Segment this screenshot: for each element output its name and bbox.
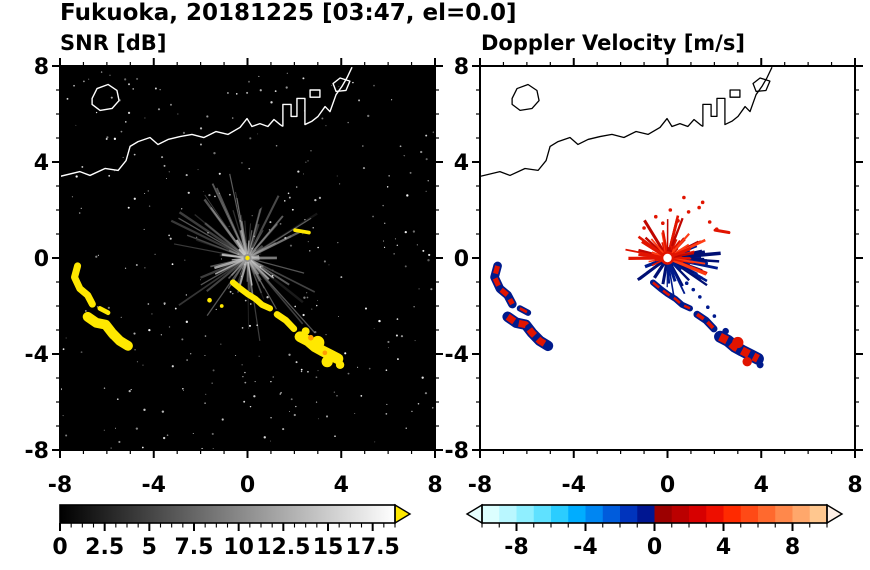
svg-text:-4: -4 xyxy=(562,473,586,498)
svg-text:0: 0 xyxy=(34,247,49,272)
svg-text:-8: -8 xyxy=(445,439,469,464)
doppler-panel-title: Doppler Velocity [m/s] xyxy=(481,31,745,55)
vel-echo-northeast-dash xyxy=(713,228,731,235)
snr-colorbar: 0 2.5 5 7.5 10 12.5 15 17.5 xyxy=(52,503,412,560)
svg-text:-8: -8 xyxy=(25,439,49,464)
coastline-north-coast-west xyxy=(480,117,704,178)
svg-text:8: 8 xyxy=(785,535,800,560)
svg-text:10: 10 xyxy=(223,535,254,560)
svg-text:-4: -4 xyxy=(445,343,469,368)
svg-text:17.5: 17.5 xyxy=(346,535,400,560)
svg-text:0: 0 xyxy=(647,535,662,560)
svg-text:0: 0 xyxy=(660,473,675,498)
coastline-island xyxy=(91,83,120,112)
vel-echo-band-mid xyxy=(696,312,716,331)
svg-text:0: 0 xyxy=(454,247,469,272)
coastline-breakwater xyxy=(729,89,741,98)
svg-text:2.5: 2.5 xyxy=(85,535,124,560)
coastline-headland xyxy=(752,77,771,93)
svg-text:-4: -4 xyxy=(573,535,597,560)
svg-text:-4: -4 xyxy=(25,343,49,368)
svg-text:8: 8 xyxy=(427,473,442,498)
snr-panel-title: SNR [dB] xyxy=(60,31,167,55)
vel-echo-west-arc-south xyxy=(505,313,550,349)
svg-text:4: 4 xyxy=(34,151,49,176)
coastline-harbor-piers xyxy=(702,66,773,127)
svg-text:4: 4 xyxy=(716,535,731,560)
coastline-breakwater xyxy=(309,89,321,98)
svg-text:4: 4 xyxy=(754,473,769,498)
echo-west-dash xyxy=(97,306,111,316)
colorbar-under-arrow xyxy=(465,503,483,525)
svg-text:0: 0 xyxy=(52,535,67,560)
coastline-north-coast-west xyxy=(60,117,284,178)
echo-band-mid xyxy=(273,311,298,333)
svg-text:7.5: 7.5 xyxy=(175,535,214,560)
svg-text:8: 8 xyxy=(454,55,469,80)
echo-west-arc-south xyxy=(82,311,133,351)
doppler-colorbar: -8 -4 0 4 8 xyxy=(465,503,844,560)
svg-text:8: 8 xyxy=(34,55,49,80)
svg-text:-8: -8 xyxy=(504,535,528,560)
svg-text:-8: -8 xyxy=(48,473,72,498)
echo-band-inner xyxy=(229,279,274,312)
echo-northeast-dash xyxy=(293,228,311,235)
svg-text:0: 0 xyxy=(240,473,255,498)
snr-plot: -8 -4 0 4 8 -8 -4 0 4 8 xyxy=(25,55,443,498)
svg-text:15: 15 xyxy=(313,535,344,560)
svg-text:12.5: 12.5 xyxy=(256,535,310,560)
svg-text:8: 8 xyxy=(847,473,862,498)
svg-text:4: 4 xyxy=(454,151,469,176)
vel-echo-band-outer xyxy=(718,332,760,363)
colorbar-over-arrow xyxy=(394,503,412,525)
svg-text:4: 4 xyxy=(334,473,349,498)
doppler-plot: -8 -4 0 4 8 -8 -4 0 4 8 xyxy=(445,55,863,498)
svg-text:-8: -8 xyxy=(468,473,492,498)
figure-title: Fukuoka, 20181225 [03:47, el=0.0] xyxy=(60,0,517,26)
svg-text:5: 5 xyxy=(142,535,157,560)
echo-west-arc-north xyxy=(71,262,96,308)
vel-echo-west-arc-north xyxy=(491,265,515,306)
coastline-island xyxy=(511,83,540,112)
coastline-headland xyxy=(332,77,351,93)
colorbar-over-arrow xyxy=(826,503,844,525)
svg-text:-4: -4 xyxy=(142,473,166,498)
vel-echo-west-dash xyxy=(519,307,529,314)
